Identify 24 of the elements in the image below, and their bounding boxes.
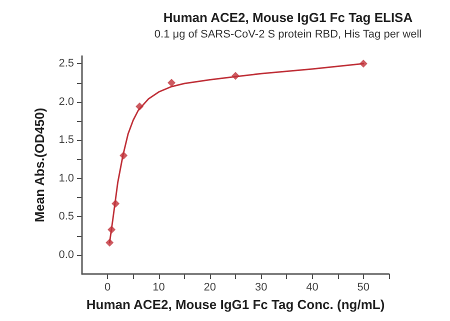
point (168, 78, 176, 87)
y-axis-title: Mean Abs.(OD450) (32, 108, 47, 222)
y-tick-label: 0.0 (58, 248, 74, 261)
point (232, 72, 240, 80)
point (359, 60, 368, 68)
point (112, 200, 120, 208)
chart-title: Human ACE2, Mouse IgG1 Fc Tag ELISA (163, 10, 414, 25)
point (136, 102, 144, 110)
point (106, 238, 114, 247)
x-tick-label: 10 (152, 282, 165, 294)
x-tick-label: 30 (254, 282, 268, 294)
x-tick-label: 20 (204, 282, 216, 294)
x-tick-label: 50 (357, 282, 370, 294)
y-tick-label: 2.0 (58, 96, 74, 108)
y-tick-label: 1.0 (58, 172, 74, 184)
y-tick-label: 1.5 (58, 134, 74, 146)
y-tick-label: 0.5 (58, 210, 74, 223)
x-axis-title: Human ACE2, Mouse IgG1 Fc Tag Conc. (ng/mL) (86, 297, 385, 312)
point (120, 151, 128, 160)
point (108, 226, 116, 234)
x-tick-label: 40 (306, 282, 318, 294)
x-tick-label: 0 (104, 282, 111, 294)
chart-subtitle: 0.1 μg of SARS-CoV-2 S protein RBD, His Tag per well (154, 28, 422, 40)
y-tick-label: 2.5 (58, 58, 74, 70)
